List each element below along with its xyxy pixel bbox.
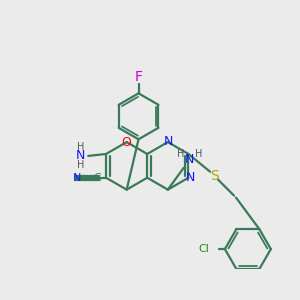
- Text: C: C: [93, 173, 101, 183]
- Text: N: N: [73, 173, 82, 183]
- Text: N: N: [164, 135, 173, 148]
- Text: O: O: [122, 136, 132, 148]
- Text: N: N: [185, 171, 195, 184]
- Text: Cl: Cl: [198, 244, 209, 254]
- Text: S: S: [210, 169, 219, 183]
- Text: F: F: [134, 70, 142, 85]
- Text: H: H: [76, 142, 84, 152]
- Text: H: H: [177, 149, 184, 159]
- Text: N: N: [76, 149, 85, 162]
- Text: N: N: [185, 153, 194, 167]
- Text: H: H: [195, 149, 202, 159]
- Text: H: H: [76, 160, 84, 170]
